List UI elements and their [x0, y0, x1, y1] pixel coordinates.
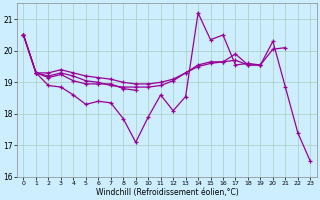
X-axis label: Windchill (Refroidissement éolien,°C): Windchill (Refroidissement éolien,°C) [96, 188, 238, 197]
